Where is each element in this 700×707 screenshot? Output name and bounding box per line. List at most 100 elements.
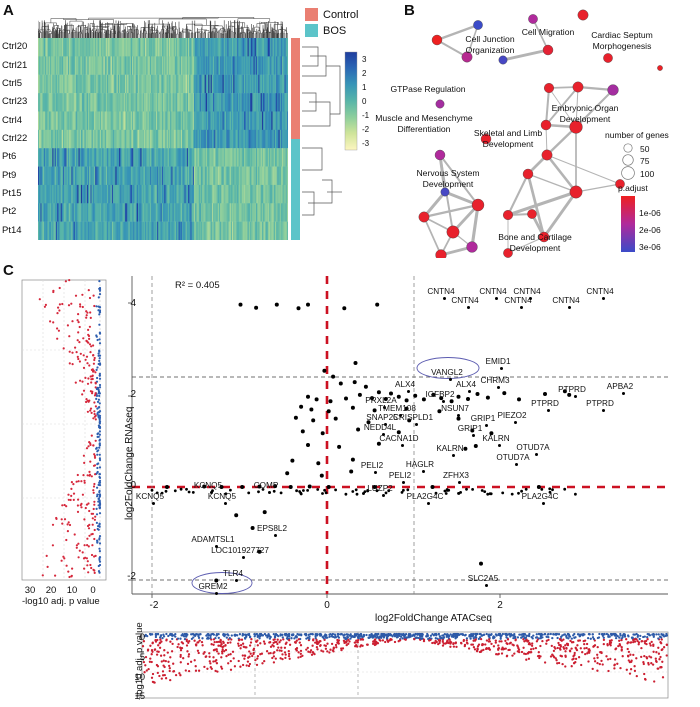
heatmap-row-label-ctrl22: Ctrl22 (2, 133, 28, 144)
bottom-marginal-y-tick-0: 0 (139, 632, 145, 643)
network-padjust-legend-title: p.adjust (618, 183, 648, 193)
network-node (538, 231, 550, 243)
network-padjust-tick-1: 1e-06 (639, 208, 661, 218)
panel-c-left-marginal-plot (18, 278, 110, 598)
colorbar-tick-4: -1 (362, 111, 370, 120)
network-node (607, 84, 619, 96)
network-node (569, 120, 583, 134)
heatmap-row-label-ctrl5: Ctrl5 (2, 77, 23, 89)
network-node (498, 55, 508, 65)
left-marginal-x-tick-2: 10 (66, 585, 78, 596)
network-size-legend-circles (621, 143, 635, 180)
main-y-axis-title: log2FoldChange RNAseq (124, 406, 135, 520)
colorbar-tick-3: 0 (362, 97, 367, 106)
group-legend-swatch (305, 24, 318, 37)
main-y-tick-2: 0 (130, 480, 136, 491)
network-node (480, 133, 492, 145)
panel-c-bottom-marginal-plot (140, 630, 670, 702)
panel-c-letter: C (3, 262, 14, 279)
group-legend-item-control: Control (305, 8, 358, 21)
highlight-ellipse-grem2 (191, 572, 253, 594)
network-size-legend-title: number of genes (605, 130, 669, 140)
network-node (461, 51, 473, 63)
network-node (603, 53, 613, 63)
network-node (528, 14, 538, 24)
network-nodes (418, 9, 663, 258)
network-node (473, 20, 483, 30)
column-dendrogram (38, 17, 288, 38)
heatmap-row-label-ctrl21: Ctrl21 (2, 59, 28, 71)
colorbar-tick-2: 1 (362, 83, 367, 92)
network-size-legend-entry-75: 75 (640, 156, 650, 166)
heatmap-colorbar (344, 51, 358, 151)
network-node (522, 168, 534, 180)
network-node (572, 81, 584, 93)
main-x-axis-title: log2FoldChange ATACseq (375, 613, 492, 624)
highlight-ellipse-vangl2 (416, 357, 480, 379)
colorbar-tick-1: 2 (362, 69, 367, 78)
r-squared-annotation: R² = 0.405 (175, 280, 220, 291)
network-padjust-tick-3: 3e-06 (639, 242, 661, 252)
network-node (527, 209, 537, 219)
network-node (569, 185, 583, 199)
axis-ticks (128, 302, 501, 598)
panel-a-letter: A (3, 2, 14, 19)
left-marginal-x-axis-title: -log10 adj. p value (22, 596, 100, 607)
heatmap-row-label-ctrl23: Ctrl23 (2, 96, 28, 108)
network-node (446, 225, 460, 239)
group-legend-label: BOS (323, 24, 347, 37)
bottom-marginal-y-tick-3: 15 (134, 691, 145, 702)
network-node (434, 149, 446, 161)
network-node (542, 44, 554, 56)
main-x-tick-0: -2 (149, 600, 159, 611)
heatmap-cells (38, 38, 288, 240)
panel-c-main-scatter (118, 272, 670, 602)
network-node (543, 82, 554, 93)
main-y-tick-3: -2 (127, 571, 136, 583)
network-padjust-colorbar (621, 196, 635, 252)
network-node (435, 99, 445, 109)
colorbar-tick-6: -3 (362, 139, 370, 148)
row-group-annotation (291, 38, 300, 240)
group-legend-item-bos: BOS (305, 24, 358, 37)
colorbar-tick-0: 3 (362, 55, 367, 64)
heatmap-row-label-pt2: Pt2 (2, 206, 17, 218)
bottom-marginal-svg (141, 631, 669, 699)
network-node (577, 9, 589, 21)
panel-b-enrichment-network (400, 0, 700, 258)
panel-b-letter: B (404, 2, 415, 19)
heatmap-svg: 3 2 1 0 -1 -2 -3 (38, 17, 370, 240)
left-marginal-x-tick-1: 20 (45, 585, 57, 596)
left-marginal-svg (21, 279, 107, 581)
network-size-legend-entry-50: 50 (640, 144, 650, 154)
colorbar-tick-5: -2 (362, 125, 370, 134)
main-y-tick-0: 4 (130, 297, 136, 309)
heatmap-row-label-ctrl4: Ctrl4 (2, 114, 23, 126)
left-marginal-x-tick-3: 0 (90, 585, 96, 596)
network-edges (422, 18, 621, 257)
main-scatter-svg (118, 272, 670, 602)
heatmap-row-label-pt6: Pt6 (2, 151, 17, 163)
heatmap-row-label-ctrl20: Ctrl20 (2, 41, 28, 53)
network-node (657, 65, 663, 71)
heatmap-row-labels: Ctrl20 Ctrl21 Ctrl5 Ctrl23 Ctrl4 Ctrl22 Pt6 Pt9… (0, 0, 40, 255)
heatmap-row-label-pt14: Pt14 (2, 224, 22, 236)
network-size-legend-entry-100: 100 (640, 169, 655, 179)
main-x-tick-2: 2 (497, 600, 503, 611)
main-x-tick-1: 0 (324, 600, 330, 611)
bottom-marginal-y-axis-title: -log10 adj. p value (134, 622, 145, 700)
network-node (440, 187, 450, 197)
network-node (540, 119, 552, 131)
group-legend-swatch (305, 8, 318, 21)
network-node (418, 211, 430, 223)
network-node (503, 248, 513, 258)
main-y-tick-1: 2 (130, 388, 136, 400)
group-legend-label: Control (323, 8, 359, 21)
network-node (615, 179, 625, 189)
network-node (502, 209, 513, 220)
panel-a-heatmap-figure: 3 2 1 0 -1 -2 -3 (0, 0, 400, 255)
network-svg (418, 9, 663, 258)
bottom-marginal-y-tick-1: 5 (139, 652, 145, 663)
heatmap-row-label-pt15: Pt15 (2, 188, 22, 200)
network-padjust-tick-2: 2e-06 (639, 225, 661, 235)
